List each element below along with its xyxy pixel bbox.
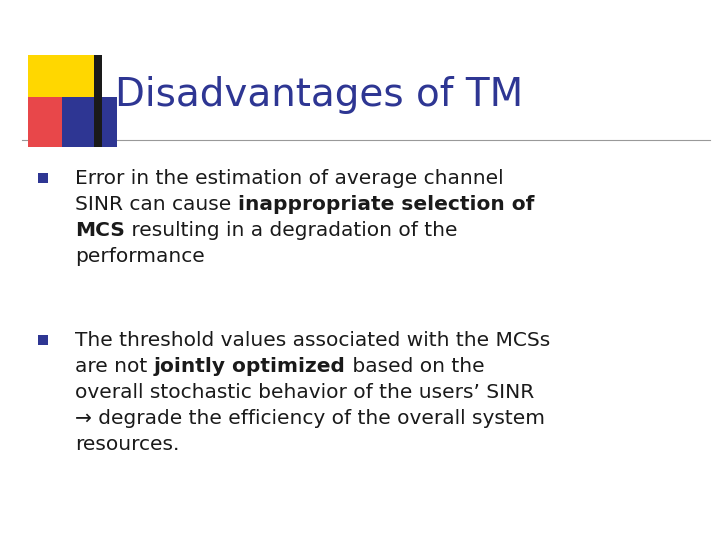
Text: performance: performance	[75, 246, 204, 266]
Text: jointly optimized: jointly optimized	[153, 356, 346, 375]
Text: overall stochastic behavior of the users’ SINR: overall stochastic behavior of the users…	[75, 382, 534, 402]
Text: Disadvantages of TM: Disadvantages of TM	[115, 76, 523, 114]
Text: SINR can cause: SINR can cause	[75, 194, 238, 213]
Text: → degrade the efficiency of the overall system: → degrade the efficiency of the overall …	[75, 408, 545, 428]
Text: resulting in a degradation of the: resulting in a degradation of the	[125, 220, 457, 240]
Text: MCS: MCS	[75, 220, 125, 240]
Text: are not: are not	[75, 356, 153, 375]
Text: based on the: based on the	[346, 356, 484, 375]
Text: inappropriate selection of: inappropriate selection of	[238, 194, 534, 213]
Text: resources.: resources.	[75, 435, 179, 454]
Text: The threshold values associated with the MCSs: The threshold values associated with the…	[75, 330, 550, 349]
Text: Error in the estimation of average channel: Error in the estimation of average chann…	[75, 168, 503, 187]
